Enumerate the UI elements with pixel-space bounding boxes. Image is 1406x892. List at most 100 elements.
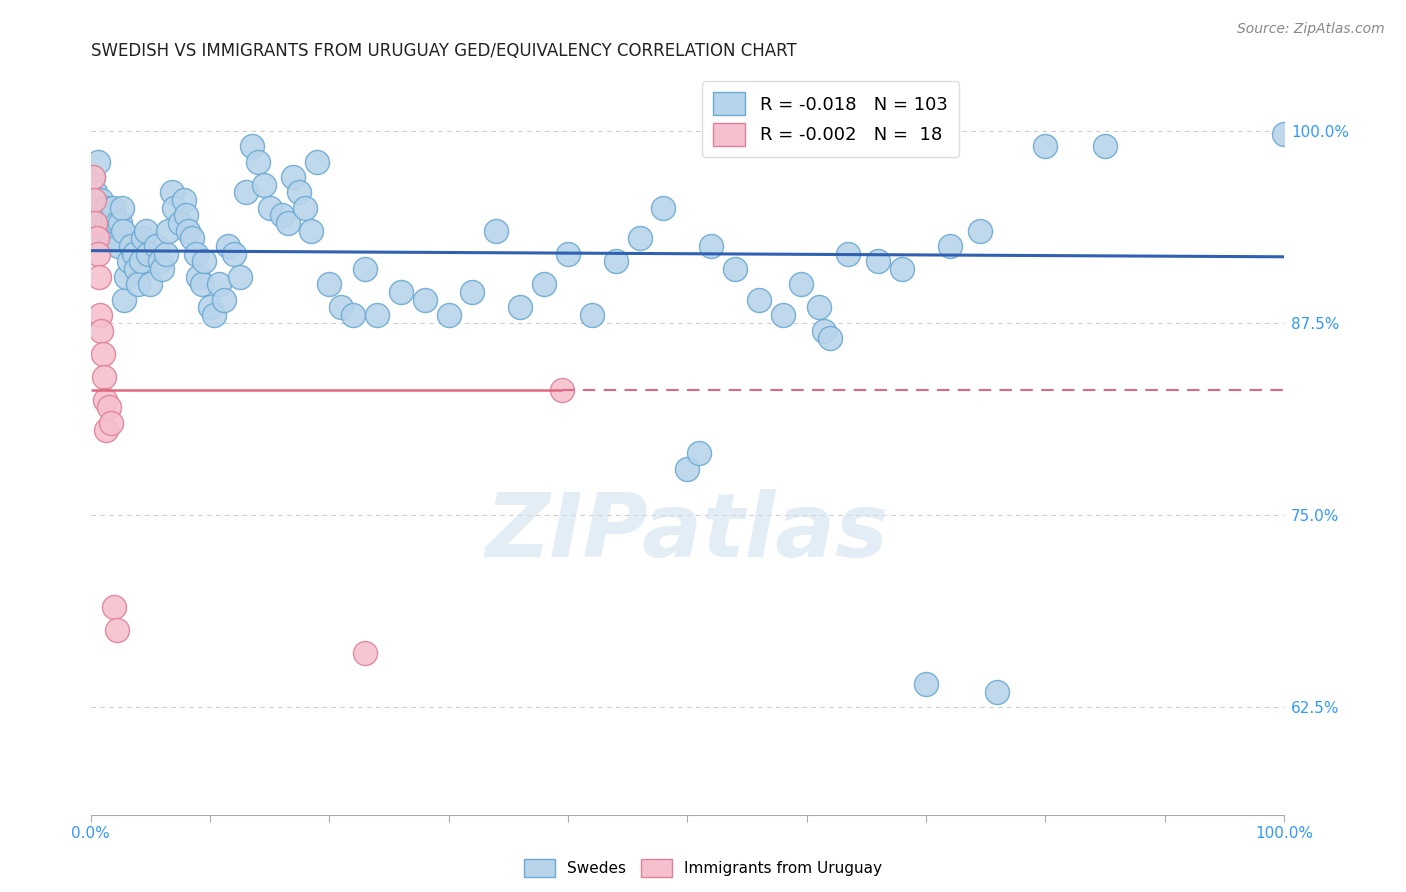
Point [868,254,890,268]
Point [557,246,579,260]
Point [813,324,835,338]
Point [891,262,914,277]
Point [149,254,172,268]
Point [174,208,197,222]
Point [235,186,257,200]
Point [1033,139,1056,153]
Point [208,277,231,292]
Point [155,246,177,260]
Point [509,301,531,315]
Point [1272,127,1295,141]
Point [150,262,173,277]
Point [366,308,388,322]
Point [91,201,114,215]
Point [111,201,134,215]
Point [89,208,111,222]
Point [748,293,770,307]
Point [98,224,121,238]
Point [354,262,377,277]
Point [485,224,508,238]
Point [605,254,627,268]
Point [163,201,186,215]
Point [111,224,134,238]
Point [97,201,120,215]
Point [115,269,138,284]
Point [700,239,723,253]
Legend: Swedes, Immigrants from Uruguay: Swedes, Immigrants from Uruguay [516,852,890,884]
Point [101,216,124,230]
Point [214,293,236,307]
Point [173,193,195,207]
Point [724,262,747,277]
Point [105,216,128,230]
Point [198,301,221,315]
Point [837,246,859,260]
Point [94,201,117,215]
Point [86,201,108,215]
Point [84,216,107,230]
Point [93,224,115,238]
Point [276,216,298,230]
Point [100,231,122,245]
Point [160,186,183,200]
Point [100,416,122,430]
Point [177,224,200,238]
Point [87,246,110,260]
Point [118,254,141,268]
Point [110,216,132,230]
Point [103,600,125,615]
Point [83,193,105,207]
Point [413,293,436,307]
Point [84,186,107,200]
Point [107,239,129,253]
Legend: R = -0.018   N = 103, R = -0.002   N =  18: R = -0.018 N = 103, R = -0.002 N = 18 [702,81,959,157]
Point [772,308,794,322]
Point [112,293,135,307]
Point [939,239,962,253]
Point [122,246,145,260]
Point [217,239,239,253]
Point [103,224,125,238]
Point [90,193,112,207]
Point [97,401,120,415]
Point [259,201,281,215]
Point [169,216,191,230]
Point [551,384,574,398]
Point [94,392,117,407]
Point [807,301,830,315]
Point [246,154,269,169]
Point [103,201,125,215]
Point [91,346,114,360]
Point [229,269,252,284]
Point [129,254,152,268]
Point [288,186,311,200]
Point [688,446,710,460]
Point [94,424,117,438]
Text: ZIPatlas: ZIPatlas [485,489,889,576]
Point [184,246,207,260]
Point [181,231,204,245]
Point [82,169,104,184]
Point [330,301,353,315]
Point [437,308,460,322]
Point [96,216,118,230]
Point [969,224,991,238]
Point [652,201,675,215]
Point [222,246,245,260]
Point [120,239,142,253]
Point [461,285,484,300]
Point [145,239,167,253]
Text: SWEDISH VS IMMIGRANTS FROM URUGUAY GED/EQUIVALENCY CORRELATION CHART: SWEDISH VS IMMIGRANTS FROM URUGUAY GED/E… [90,42,796,60]
Point [307,154,329,169]
Point [318,277,340,292]
Point [134,224,156,238]
Point [132,231,155,245]
Text: Source: ZipAtlas.com: Source: ZipAtlas.com [1237,22,1385,37]
Point [93,369,115,384]
Point [253,178,276,192]
Point [270,208,292,222]
Point [676,462,699,476]
Point [187,269,209,284]
Point [89,308,111,322]
Point [125,262,148,277]
